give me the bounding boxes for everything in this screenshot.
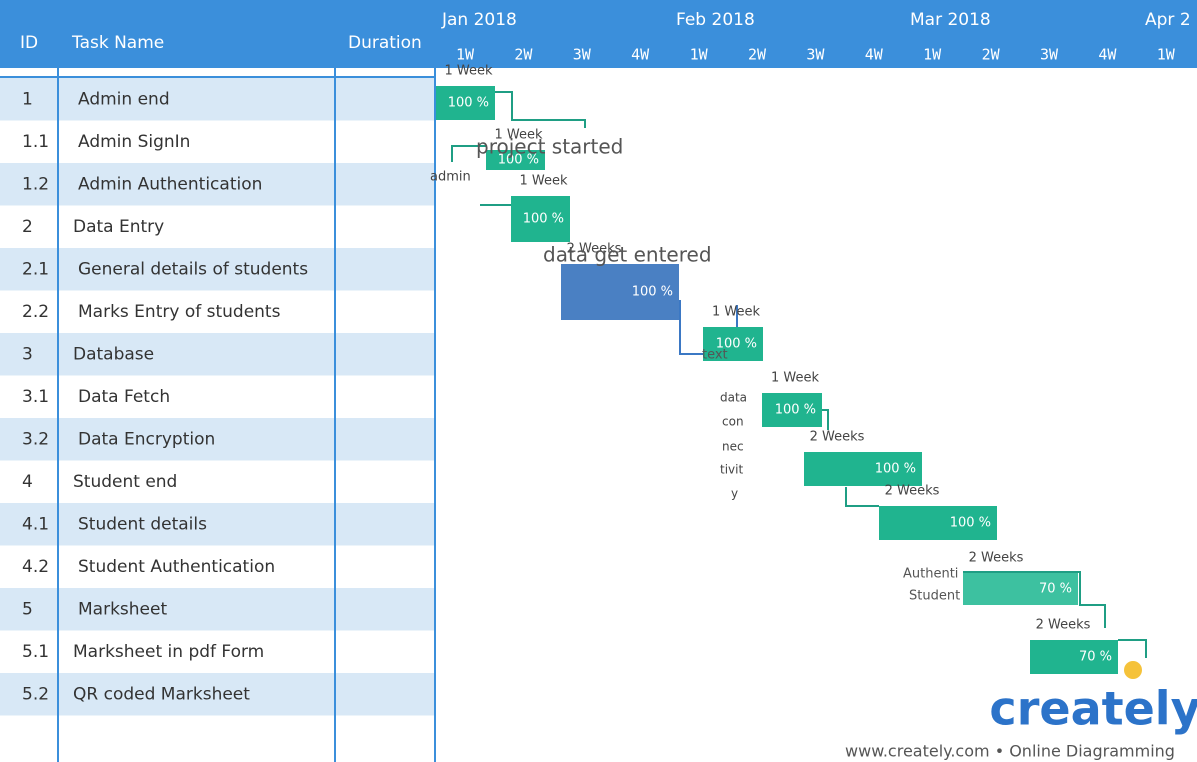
week-label: 3W [573, 46, 592, 64]
duration-label: 1 Week [444, 64, 492, 79]
row-band [0, 503, 435, 546]
row-band [0, 333, 435, 376]
task-name: Marks Entry of students [78, 302, 281, 322]
task-id: 5.1 [22, 642, 49, 662]
progress-label: 100 % [632, 285, 673, 300]
week-label: 2W [748, 46, 767, 64]
progress-label: 100 % [448, 96, 489, 111]
task-name: Admin Authentication [78, 174, 262, 194]
progress-label: 70 % [1039, 582, 1072, 597]
progress-label: 100 % [950, 516, 991, 531]
task-id: 3.1 [22, 387, 49, 407]
week-label: 2W [514, 46, 533, 64]
task-name: General details of students [78, 259, 308, 279]
task-name: Data Encryption [78, 429, 215, 449]
annotation: project started [476, 135, 623, 159]
annotation: con [722, 415, 744, 429]
duration-header: Duration [348, 33, 422, 53]
task-id: 3.2 [22, 429, 49, 449]
task-name: Data Entry [73, 217, 164, 237]
task-id: 4.1 [22, 514, 49, 534]
week-label: 1W [923, 46, 942, 64]
annotation: data [720, 391, 747, 405]
week-label: 4W [1098, 46, 1117, 64]
row-band [0, 588, 435, 631]
month-label: Feb 2018 [676, 10, 755, 30]
annotation: tivit [720, 463, 743, 477]
task-id: 2 [22, 217, 33, 237]
week-label: 4W [631, 46, 650, 64]
task-id: 5 [22, 599, 33, 619]
task-id: 3 [22, 344, 33, 364]
annotation: data get entered [543, 243, 712, 267]
duration-label: 1 Week [519, 174, 567, 189]
task-name: Admin end [78, 89, 170, 109]
duration-label: 2 Weeks [969, 551, 1024, 566]
week-label: 1W [1157, 46, 1176, 64]
week-label: 2W [982, 46, 1001, 64]
id-header: ID [20, 33, 38, 53]
week-label: 1W [690, 46, 709, 64]
row-band [0, 418, 435, 461]
annotation: y [731, 487, 738, 501]
task-id: 1 [22, 89, 33, 109]
task-name: Admin SignIn [78, 132, 190, 152]
duration-label: 2 Weeks [885, 484, 940, 499]
gantt-chart: 1 Admin end 1.1 Admin SignIn 1.2 Admin Authen… [0, 0, 1197, 762]
duration-label: 1 Week [712, 305, 760, 320]
logo: creately [989, 682, 1197, 736]
week-label: 3W [1040, 46, 1059, 64]
week-label: 1W [456, 46, 475, 64]
annotation: admin [430, 170, 471, 185]
progress-label: 70 % [1079, 650, 1112, 665]
progress-label: 100 % [875, 462, 916, 477]
annotation: Student [909, 589, 960, 604]
task-name: Data Fetch [78, 387, 170, 407]
annotation: nec [722, 440, 744, 454]
week-label: 4W [865, 46, 884, 64]
month-label: Apr 2 [1145, 10, 1191, 30]
task-id: 2.2 [22, 302, 49, 322]
task-name: Student details [78, 514, 207, 534]
tagline: www.creately.com • Online Diagramming [845, 742, 1175, 761]
task-id: 1.1 [22, 132, 49, 152]
task-name: Student end [73, 472, 177, 492]
task-name-header: Task Name [71, 33, 164, 53]
duration-label: 2 Weeks [810, 430, 865, 445]
task-id: 5.2 [22, 684, 49, 704]
task-id: 1.2 [22, 174, 49, 194]
annotation: text [702, 348, 728, 363]
task-id: 2.1 [22, 259, 49, 279]
task-name: Marksheet [78, 599, 167, 619]
logo-bulb [1124, 661, 1142, 679]
duration-label: 1 Week [771, 371, 819, 386]
task-name: Marksheet in pdf Form [73, 642, 264, 662]
week-label: 3W [806, 46, 825, 64]
task-name: QR coded Marksheet [73, 684, 250, 704]
task-id: 4 [22, 472, 33, 492]
task-name: Database [73, 344, 154, 364]
task-name: Student Authentication [78, 557, 275, 577]
header-band [0, 0, 1197, 68]
duration-label: 2 Weeks [1036, 618, 1091, 633]
progress-label: 100 % [775, 403, 816, 418]
month-label: Jan 2018 [441, 10, 517, 30]
row-band [0, 78, 435, 121]
progress-label: 100 % [523, 212, 564, 227]
annotation: Authenti [903, 567, 958, 582]
task-id: 4.2 [22, 557, 49, 577]
month-label: Mar 2018 [910, 10, 991, 30]
